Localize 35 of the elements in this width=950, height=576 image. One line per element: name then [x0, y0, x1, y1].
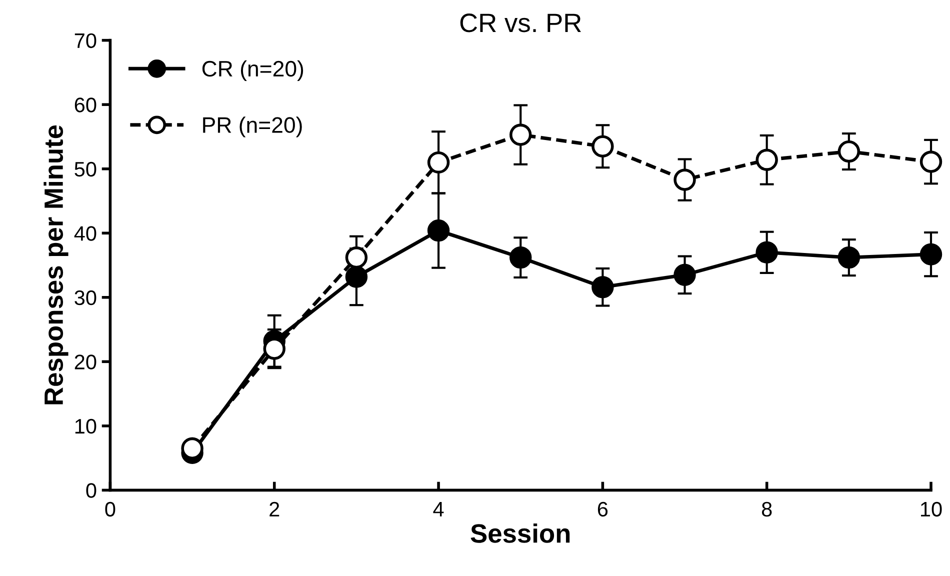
point	[674, 168, 696, 191]
y-tick-label: 70	[74, 33, 96, 48]
x-tick-label: 10	[921, 502, 942, 517]
x-tick-label: 2	[270, 502, 280, 516]
point	[674, 264, 696, 286]
point	[427, 151, 450, 174]
point	[920, 150, 942, 173]
x-tick-label: 8	[762, 502, 772, 517]
point	[920, 243, 942, 266]
x-tick-label: 4	[433, 502, 444, 516]
y-tick-label: 60	[74, 98, 96, 112]
y-tick-label: 20	[74, 354, 96, 370]
point	[345, 246, 368, 269]
y-tick-label: 50	[74, 162, 96, 177]
x-tick-label: 0	[105, 502, 116, 517]
y-tick-label: 0	[86, 483, 96, 498]
point	[509, 124, 532, 146]
point	[345, 266, 368, 288]
legend-label: PR (n=20)	[203, 116, 302, 138]
y-tick-label: 40	[74, 226, 96, 241]
chart-title: CR vs. PR	[460, 14, 581, 32]
y-tick-label: 10	[75, 418, 96, 434]
point	[509, 246, 532, 269]
point	[427, 219, 450, 242]
y-axis-title: Responses per Minute	[44, 125, 68, 404]
x-tick-label: 6	[598, 502, 608, 517]
y-tick-label: 30	[74, 290, 96, 306]
point	[592, 135, 614, 158]
point	[838, 140, 860, 163]
x-axis-title: Session	[470, 523, 570, 543]
point	[756, 148, 778, 171]
point	[838, 246, 860, 269]
legend-label: CR (n=20)	[202, 60, 304, 82]
point	[756, 241, 778, 264]
point	[592, 276, 614, 298]
